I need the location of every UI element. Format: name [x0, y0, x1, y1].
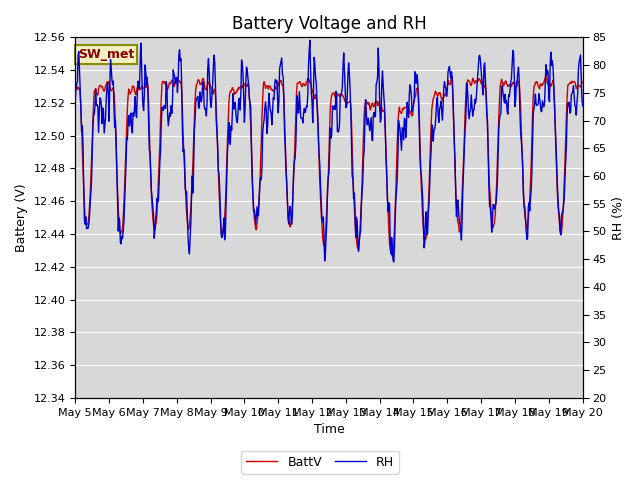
- X-axis label: Time: Time: [314, 423, 344, 436]
- Legend: BattV, RH: BattV, RH: [241, 451, 399, 474]
- Title: Battery Voltage and RH: Battery Voltage and RH: [232, 15, 426, 33]
- Text: SW_met: SW_met: [78, 48, 134, 61]
- Y-axis label: RH (%): RH (%): [612, 196, 625, 240]
- Y-axis label: Battery (V): Battery (V): [15, 183, 28, 252]
